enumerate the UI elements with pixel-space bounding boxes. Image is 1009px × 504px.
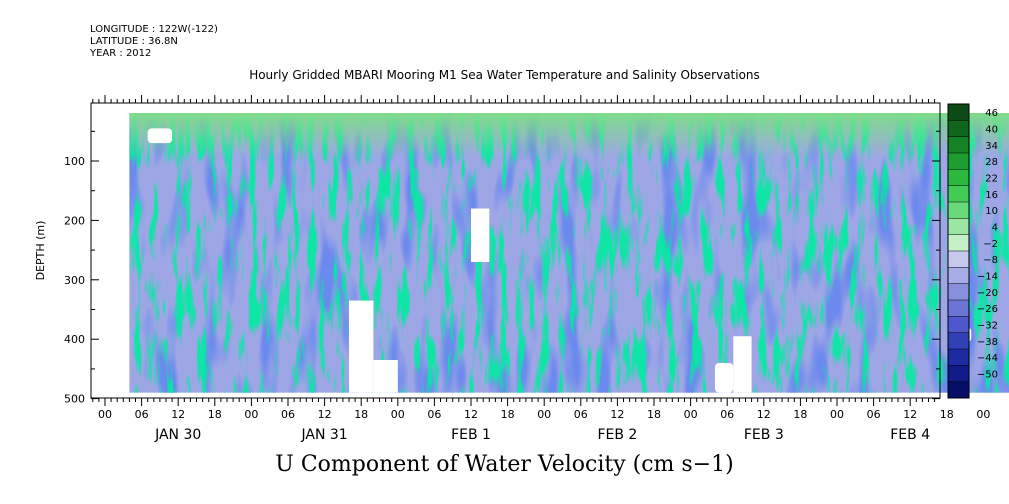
x-hour-label: 00	[976, 408, 990, 421]
colorbar-segment	[948, 136, 969, 154]
x-day-label: FEB 2	[597, 427, 637, 443]
colorbar-segment	[948, 332, 969, 350]
colorbar-segment	[948, 153, 969, 170]
colorbar-segment	[948, 251, 969, 268]
colorbar-label: −20	[977, 288, 998, 299]
colorbar-label: −8	[983, 255, 998, 266]
x-hour-label: 12	[610, 408, 624, 421]
x-hour-label: 06	[720, 408, 734, 421]
colorbar-label: 46	[985, 108, 998, 119]
colorbar-segment	[948, 267, 969, 285]
x-day-label: FEB 3	[744, 427, 784, 443]
y-tick-label: 100	[64, 155, 85, 168]
colorbar-segment	[948, 300, 969, 317]
heatmap-positive-patches	[129, 113, 1009, 393]
x-hour-label: 06	[867, 408, 881, 421]
heatmap-surface-band	[129, 113, 1009, 158]
colorbar-label: −32	[977, 321, 998, 332]
data-gap-2	[373, 359, 398, 393]
x-hour-label: 18	[501, 408, 515, 421]
x-hour-label: 12	[318, 408, 332, 421]
colorbar-label: 28	[985, 157, 998, 168]
x-hour-label: 06	[574, 408, 588, 421]
x-hour-label: 00	[98, 408, 112, 421]
y-tick-label: 200	[64, 214, 85, 227]
x-hour-label: 18	[647, 408, 661, 421]
x-hour-label: 18	[793, 408, 807, 421]
colorbar-segment	[948, 283, 969, 301]
x-hour-label: 00	[244, 408, 258, 421]
x-hour-label: 12	[171, 408, 185, 421]
x-day-label: FEB 1	[451, 427, 491, 443]
longitude-label: LONGITUDE : 122W(-122)	[90, 24, 218, 35]
colorbar-label: −26	[977, 304, 998, 315]
x-hour-label: 12	[757, 408, 771, 421]
data-gap-1	[349, 300, 374, 393]
colorbar-label: −50	[977, 370, 998, 381]
colorbar-label: −38	[977, 337, 998, 348]
x-day-label: FEB 4	[890, 427, 930, 443]
data-gap-5	[715, 362, 734, 393]
latitude-label: LATITUDE : 36.8N	[90, 36, 178, 47]
colorbar-segment	[948, 185, 969, 203]
colorbar-segment	[948, 169, 969, 187]
y-tick-label: 300	[64, 274, 85, 287]
colorbar-segment	[948, 120, 969, 138]
x-hour-label: 18	[354, 408, 368, 421]
colorbar-label: −14	[977, 272, 998, 283]
data-gap-6	[733, 336, 752, 393]
x-hour-label: 12	[903, 408, 917, 421]
y-axis-label: DEPTH (m)	[34, 221, 47, 281]
colorbar-segment	[948, 104, 969, 121]
colorbar-label: 34	[985, 141, 998, 152]
data-gap-3	[471, 208, 490, 262]
x-hour-label: 06	[135, 408, 149, 421]
colorbar-label: 40	[985, 125, 998, 136]
x-hour-label: 06	[427, 408, 441, 421]
x-hour-label: 00	[537, 408, 551, 421]
x-day-label: JAN 31	[300, 427, 347, 443]
x-day-label: JAN 30	[154, 427, 201, 443]
colorbar-label: 4	[992, 223, 998, 234]
x-hour-label: 18	[208, 408, 222, 421]
x-hour-label: 18	[940, 408, 954, 421]
chart-title: Hourly Gridded MBARI Mooring M1 Sea Wate…	[249, 68, 760, 82]
colorbar-segment	[948, 218, 969, 236]
colorbar-segment	[948, 365, 969, 383]
data-gap-0	[147, 128, 173, 144]
y-tick-label: 500	[64, 393, 85, 406]
x-hour-label: 00	[391, 408, 405, 421]
colorbar-label: −2	[983, 239, 998, 250]
colorbar-label: 22	[985, 174, 998, 185]
colorbar-segment	[948, 381, 969, 399]
y-tick-label: 400	[64, 333, 85, 346]
x-hour-label: 00	[830, 408, 844, 421]
colorbar-label: 16	[985, 190, 998, 201]
x-hour-label: 12	[464, 408, 478, 421]
colorbar-label: −44	[977, 353, 998, 364]
colorbar-label: 10	[985, 206, 998, 217]
colorbar-segment	[948, 234, 969, 252]
x-hour-label: 00	[684, 408, 698, 421]
year-label: YEAR : 2012	[90, 48, 152, 59]
x-hour-label: 06	[281, 408, 295, 421]
colorbar-segment	[948, 316, 969, 334]
colorbar-segment	[948, 349, 969, 366]
x-axis-label: U Component of Water Velocity (cm s−1)	[275, 452, 734, 477]
colorbar-segment	[948, 202, 969, 219]
